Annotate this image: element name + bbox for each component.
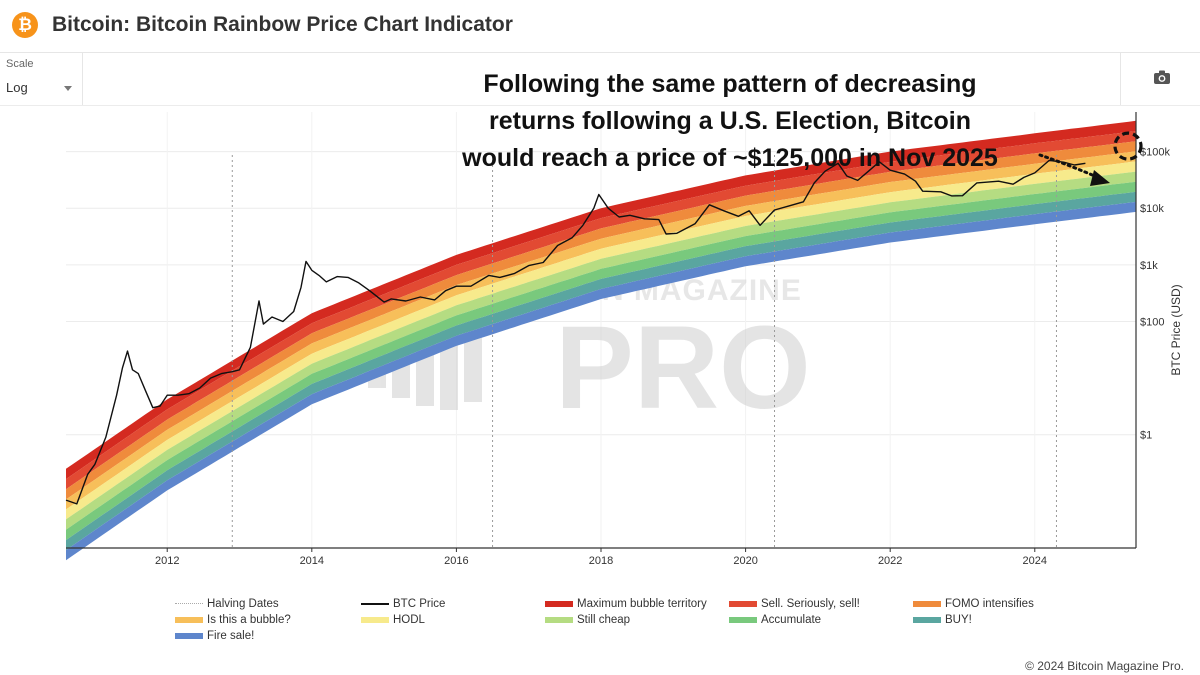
axes: 2012 2014 2016 2018 2020 2022 2024 $1 $100 $1k $10… [66,112,1183,567]
legend-swatch [913,617,941,623]
legend-swatch [175,617,203,623]
projection-circle [1113,131,1143,161]
legend-swatch [913,601,941,607]
legend-swatch [729,601,757,607]
legend-swatch [545,617,573,623]
scale-label: Scale [6,58,34,70]
legend-label: FOMO intensifies [945,598,1034,610]
btc-price-line [65,159,1086,505]
x-tick-label: 2012 [155,555,179,567]
y-axis-label: BTC Price (USD) [1169,284,1183,375]
legend-dash [175,603,203,604]
y-tick-label: $10k [1140,203,1164,215]
chart-toolbar: Scale Log [0,53,1200,106]
legend-label: BTC Price [393,598,446,610]
legend-label: Accumulate [761,614,822,626]
halving-dates [231,155,1057,548]
page-title: Bitcoin: Bitcoin Rainbow Price Chart Ind… [52,13,513,36]
btc-price-series [65,159,1086,505]
legend-line [361,603,389,605]
x-tick-label: 2014 [300,555,324,567]
legend-swatch [361,617,389,623]
legend-label: BUY! [945,614,972,626]
annotation-text: Following the same pattern of decreasing… [380,66,1080,177]
scale-value[interactable]: Log [6,80,28,95]
app-header: ₿ Bitcoin: Bitcoin Rainbow Price Chart I… [0,0,1200,53]
legend-swatch [545,601,573,607]
annotation-line: Following the same pattern of decreasing [483,70,977,98]
legend-label: Is this a bubble? [207,614,291,626]
projection-marker [1038,131,1143,186]
x-tick-label: 2022 [878,555,902,567]
copyright-text: © 2024 Bitcoin Magazine Pro. [1025,659,1184,673]
scale-select[interactable]: Scale Log [0,53,83,105]
legend-label: Maximum bubble territory [577,598,707,610]
y-tick-label: $100k [1140,147,1170,159]
legend-label: Fire sale! [207,630,255,642]
legend-label: Sell. Seriously, sell! [761,598,860,610]
camera-icon[interactable] [1153,69,1171,85]
bitcoin-logo-icon: ₿ [12,12,38,38]
x-tick-label: 2018 [589,555,613,567]
legend-label: HODL [393,614,425,626]
chevron-down-icon[interactable] [64,86,72,91]
y-tick-label: $100 [1140,316,1164,328]
y-tick-label: $1k [1140,260,1158,272]
arrow-head-icon [1090,170,1110,186]
legend-swatch [175,633,203,639]
legend-swatch [729,617,757,623]
y-tick-label: $1 [1140,430,1152,442]
x-tick-label: 2024 [1023,555,1047,567]
legend-label: Halving Dates [207,598,279,610]
legend-label: Still cheap [577,614,631,626]
x-tick-label: 2020 [733,555,757,567]
annotation-line: would reach a price of ~$125,000 in Nov … [462,144,998,172]
watermark-main: PRO [555,302,811,434]
x-tick-label: 2016 [444,555,468,567]
annotation-line: returns following a U.S. Election, Bitco… [489,107,971,135]
screenshot-button[interactable] [1120,53,1200,105]
